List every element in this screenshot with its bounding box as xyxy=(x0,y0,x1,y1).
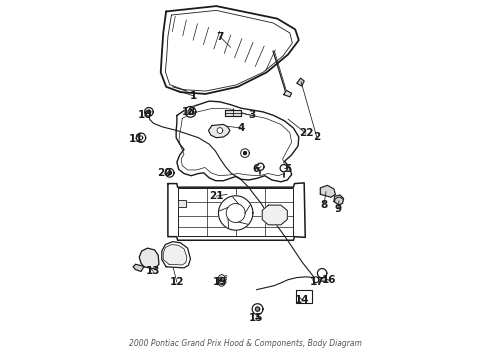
Text: 2: 2 xyxy=(313,132,320,142)
Text: 20: 20 xyxy=(157,168,171,178)
Polygon shape xyxy=(255,307,260,311)
Polygon shape xyxy=(217,128,223,133)
Polygon shape xyxy=(139,248,159,269)
Polygon shape xyxy=(280,165,287,172)
Polygon shape xyxy=(136,133,146,142)
Text: 18: 18 xyxy=(182,107,196,117)
Text: 12: 12 xyxy=(170,277,184,287)
Polygon shape xyxy=(219,280,225,286)
Polygon shape xyxy=(145,108,153,116)
Text: 19: 19 xyxy=(213,277,227,287)
Text: 6: 6 xyxy=(252,164,259,174)
Text: 13: 13 xyxy=(147,266,161,276)
Text: 10: 10 xyxy=(137,111,152,121)
Polygon shape xyxy=(219,196,253,230)
Polygon shape xyxy=(161,6,299,94)
Text: 22: 22 xyxy=(299,129,313,138)
Polygon shape xyxy=(168,183,305,240)
Polygon shape xyxy=(139,136,143,139)
Polygon shape xyxy=(162,242,191,268)
Text: 2000 Pontiac Grand Prix Hood & Components, Body Diagram: 2000 Pontiac Grand Prix Hood & Component… xyxy=(128,339,362,348)
Polygon shape xyxy=(185,107,196,117)
Polygon shape xyxy=(163,244,187,265)
Polygon shape xyxy=(318,269,327,278)
FancyBboxPatch shape xyxy=(296,291,312,303)
Polygon shape xyxy=(176,101,299,182)
Polygon shape xyxy=(208,125,230,138)
Polygon shape xyxy=(219,277,225,284)
Text: 11: 11 xyxy=(128,134,143,144)
Polygon shape xyxy=(320,185,335,197)
Polygon shape xyxy=(257,163,264,170)
Polygon shape xyxy=(318,278,327,281)
Text: 3: 3 xyxy=(248,111,256,121)
Polygon shape xyxy=(219,275,225,281)
Polygon shape xyxy=(284,90,292,97)
Text: 14: 14 xyxy=(295,295,310,305)
Text: 15: 15 xyxy=(248,313,263,323)
Polygon shape xyxy=(166,168,174,177)
Polygon shape xyxy=(177,200,186,207)
Text: 1: 1 xyxy=(189,91,196,101)
Polygon shape xyxy=(225,111,242,116)
Text: 7: 7 xyxy=(216,32,223,41)
Text: 5: 5 xyxy=(284,164,292,174)
Polygon shape xyxy=(168,171,172,175)
Polygon shape xyxy=(241,149,249,157)
Polygon shape xyxy=(297,78,304,86)
Polygon shape xyxy=(147,110,151,114)
Polygon shape xyxy=(334,195,343,205)
Polygon shape xyxy=(262,205,287,225)
Text: 9: 9 xyxy=(335,204,342,214)
Polygon shape xyxy=(252,304,263,315)
Polygon shape xyxy=(133,264,144,271)
Text: 17: 17 xyxy=(309,277,324,287)
Text: 4: 4 xyxy=(238,123,245,133)
Text: 21: 21 xyxy=(209,191,223,201)
Polygon shape xyxy=(226,203,245,222)
Polygon shape xyxy=(188,109,193,114)
Text: 8: 8 xyxy=(320,200,327,210)
Text: 16: 16 xyxy=(322,275,337,285)
Polygon shape xyxy=(244,152,246,154)
Polygon shape xyxy=(313,277,319,283)
